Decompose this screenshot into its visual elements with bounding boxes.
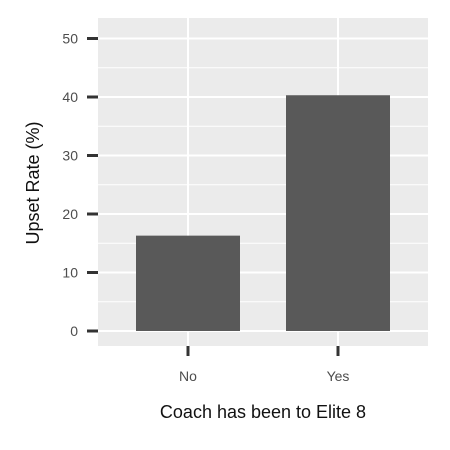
y-tick-label: 30 xyxy=(62,148,78,164)
y-tick-label: 0 xyxy=(70,323,78,339)
y-axis: 0 10 20 30 40 50 xyxy=(62,31,98,339)
y-tick-label: 20 xyxy=(62,206,78,222)
y-axis-title: Upset Rate (%) xyxy=(23,121,43,244)
y-tick-label: 40 xyxy=(62,89,78,105)
x-axis: No Yes xyxy=(179,346,349,384)
y-tick-label: 10 xyxy=(62,265,78,281)
bars xyxy=(136,95,390,332)
x-tick-label: No xyxy=(179,368,197,384)
y-tick-label: 50 xyxy=(62,31,78,47)
bar-no xyxy=(136,235,240,331)
x-axis-title: Coach has been to Elite 8 xyxy=(160,402,366,422)
x-tick-label: Yes xyxy=(327,368,350,384)
bar-yes xyxy=(286,95,390,332)
